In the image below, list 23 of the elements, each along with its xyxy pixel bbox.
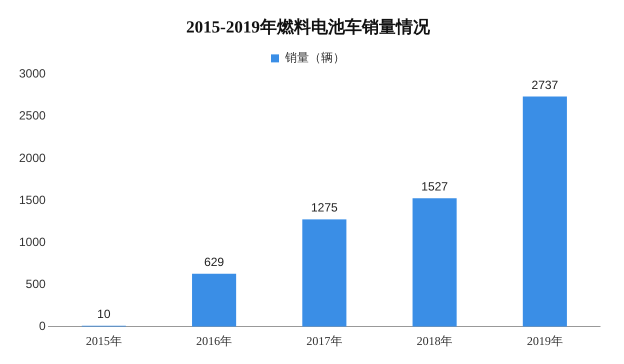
x-tick-label: 2018年 [416, 334, 453, 348]
x-tick-label: 2015年 [86, 334, 122, 348]
y-tick-label: 3000 [18, 66, 46, 81]
chart-title: 2015-2019年燃料电池车销量情况 [186, 18, 431, 37]
data-label: 629 [204, 255, 224, 270]
bar [412, 198, 457, 327]
y-tick-label: 1500 [18, 192, 46, 207]
y-tick-label: 2500 [18, 108, 46, 123]
data-label: 1275 [310, 200, 338, 215]
legend-label: 销量（辆） [284, 50, 345, 65]
data-label: 1527 [421, 180, 448, 194]
data-label: 2737 [532, 78, 559, 92]
bar [522, 96, 567, 327]
x-tick-label: 2019年 [526, 334, 563, 348]
x-tick-label: 2016年 [196, 334, 232, 348]
y-tick-label: 2000 [18, 150, 46, 165]
y-tick-label: 0 [39, 318, 46, 333]
y-tick-label: 500 [26, 276, 46, 291]
bar [192, 274, 236, 327]
data-label: 10 [97, 307, 111, 322]
bar [302, 219, 346, 327]
y-tick-label: 1000 [18, 234, 46, 249]
x-tick-label: 2017年 [306, 334, 342, 348]
